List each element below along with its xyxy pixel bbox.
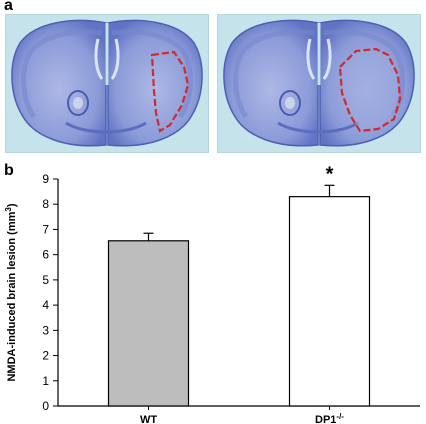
y-tick-label: 2 <box>42 349 49 363</box>
y-tick-label: 1 <box>42 374 49 388</box>
brain-section-wt-image <box>5 14 209 153</box>
y-tick-label: 8 <box>42 197 49 211</box>
x-tick-label: WT <box>140 414 157 424</box>
bar-dp1 <box>288 196 371 407</box>
lesion-outline-dp1-knockout <box>338 47 402 133</box>
brain-section-dp1-knockout-image <box>217 14 421 153</box>
lesion-volume-bar-chart: 0 1 2 3 4 5 6 7 8 9 NMDA-induced brain lesion (mm3… <box>4 163 420 424</box>
bar-wt <box>107 240 190 407</box>
y-tick-label: 6 <box>42 248 49 262</box>
y-tick-label: 7 <box>42 222 49 236</box>
y-tick-label: 9 <box>42 172 49 186</box>
y-tick-label: 4 <box>42 298 49 312</box>
y-tick-label: 5 <box>42 273 49 287</box>
y-axis-label: NMDA-induced brain lesion (mm3) <box>4 203 18 381</box>
significance-marker: * <box>326 163 334 185</box>
y-tick-label: 0 <box>42 399 49 413</box>
panel-b-label: b <box>4 162 14 179</box>
panel-a-label: a <box>4 0 13 14</box>
lesion-outline-wt <box>150 50 190 133</box>
y-tick-label: 3 <box>42 323 49 337</box>
x-tick-label: DP1-/- <box>315 412 344 424</box>
